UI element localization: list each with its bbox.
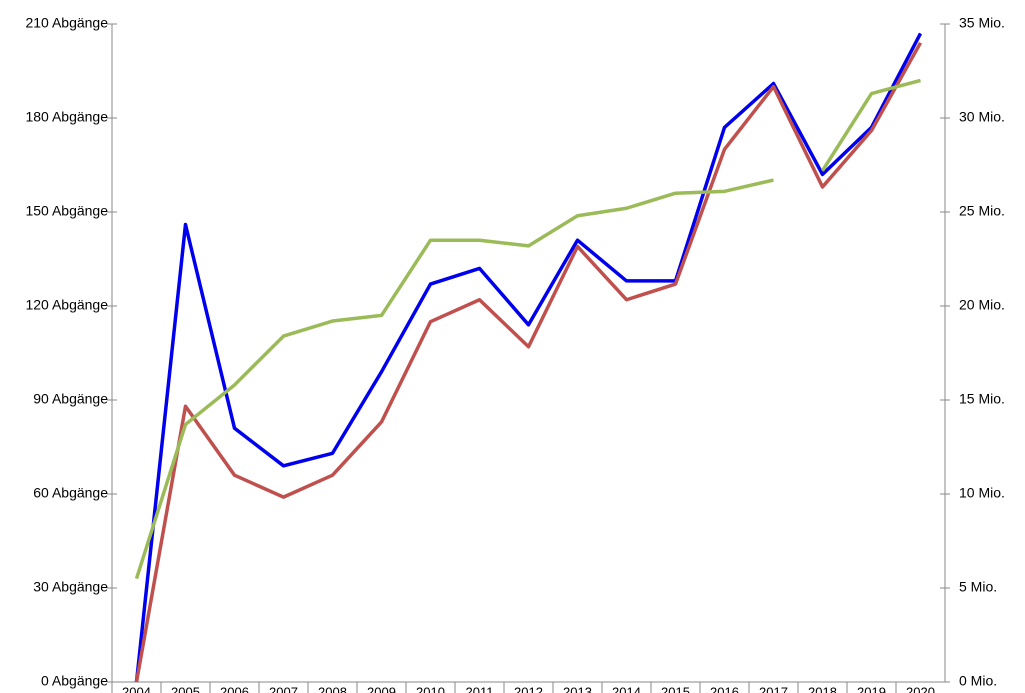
y2-tick-label: 5 Mio. [959,579,997,595]
y2-tick-label: 20 Mio. [959,297,1005,313]
x-tick-label: 2015 [661,684,690,693]
x-tick-label: 2007 [269,684,298,693]
series-line [821,78,921,172]
x-tick-label: 2008 [318,684,347,693]
y2-tick-label: 0 Mio. [959,673,997,689]
x-tick-label: 2013 [563,684,592,693]
series-line [134,178,774,580]
y-tick-label: 210 Abgänge [25,15,108,31]
x-tick-label: 2019 [857,684,886,693]
y-tick-label: 0 Abgänge [41,673,108,689]
x-tick-label: 2020 [906,684,935,693]
y-tick-label: 30 Abgänge [33,579,108,595]
series-line [134,41,923,683]
x-tick-label: 2010 [416,684,445,693]
x-tick-label: 2018 [808,684,837,693]
y2-tick-label: 30 Mio. [959,109,1005,125]
x-tick-label: 2012 [514,684,543,693]
x-tick-label: 2009 [367,684,396,693]
y2-tick-label: 25 Mio. [959,203,1005,219]
y2-tick-label: 35 Mio. [959,15,1005,31]
y2-tick-label: 15 Mio. [959,391,1005,407]
x-tick-label: 2011 [466,684,494,693]
x-tick-label: 2005 [171,684,200,693]
y-tick-label: 60 Abgänge [33,485,108,501]
series-line [134,32,923,683]
x-tick-label: 2004 [122,684,151,693]
x-tick-label: 2014 [612,684,641,693]
x-tick-label: 2006 [220,684,249,693]
y-tick-label: 120 Abgänge [25,297,108,313]
y-tick-label: 180 Abgänge [25,109,108,125]
y2-tick-label: 10 Mio. [959,485,1005,501]
y-tick-label: 150 Abgänge [25,203,108,219]
x-tick-label: 2016 [710,684,739,693]
y-tick-label: 90 Abgänge [33,391,108,407]
x-tick-label: 2017 [759,684,788,693]
